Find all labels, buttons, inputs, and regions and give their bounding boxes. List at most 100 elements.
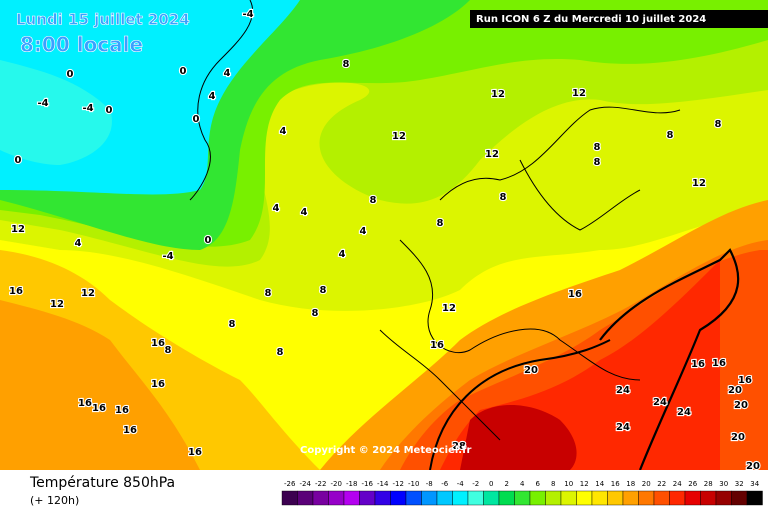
isotherm-label: 20 [746,461,760,472]
color-scale: -26 -24 -22 -20 -18 -16 -14 -12 -10 -8 -6 -4 -2 0 2 4 6 8… [281,480,763,506]
scale-label: 6 [536,480,541,488]
isotherm-label: 16 [151,379,165,390]
isotherm-label: 20 [728,385,742,396]
scale-label: 2 [505,480,509,488]
isotherm-label: 4 [280,126,287,137]
color-swatch [746,490,763,506]
scale-label: 16 [611,480,620,488]
isotherm-label: 16 [188,447,202,458]
color-swatch [498,490,515,506]
isotherm-label: 12 [491,89,505,100]
color-swatch [312,490,329,506]
isotherm-label: 16 [9,286,23,297]
scale-label: -12 [393,480,404,488]
color-swatch [514,490,531,506]
scale-label: -18 [346,480,357,488]
scale-label: -16 [362,480,374,488]
isotherm-label: -4 [162,251,173,262]
isotherm-label: 20 [734,400,748,411]
isotherm-label: 16 [78,398,92,409]
isotherm-label: 12 [485,149,499,160]
scale-label: -24 [300,480,312,488]
isotherm-label: 8 [312,308,319,319]
isotherm-label: 24 [677,407,691,418]
color-swatch [328,490,345,506]
isotherm-label: 8 [320,285,327,296]
scale-label: 32 [735,480,744,488]
isotherm-label: 4 [301,207,308,218]
scale-label: -26 [284,480,296,488]
isotherm-label: 24 [616,385,630,396]
color-swatch [483,490,500,506]
isotherm-label: 8 [437,218,444,229]
isotherm-label: 8 [370,195,377,206]
isotherm-label: 12 [81,288,95,299]
isotherm-label: 4 [209,91,216,102]
color-swatch [560,490,577,506]
isotherm-label: 16 [151,338,165,349]
color-swatch [467,490,484,506]
isotherm-label: 24 [653,397,667,408]
color-swatch [576,490,593,506]
scale-label: 34 [750,480,759,488]
scale-label: 10 [564,480,573,488]
isotherm-label: -4 [82,103,93,114]
color-swatch [343,490,360,506]
isotherm-label: 0 [193,114,200,125]
scale-label: 14 [595,480,604,488]
isotherm-label: 0 [15,155,22,166]
isotherm-label: 16 [430,340,444,351]
color-swatch [436,490,453,506]
isotherm-label: 12 [11,224,25,235]
color-swatch [529,490,546,506]
color-swatch [669,490,686,506]
isotherm-label: 20 [524,365,538,376]
forecast-date: Lundi 15 juillet 2024 [16,11,190,29]
isotherm-label: 4 [339,249,346,260]
color-swatch [452,490,469,506]
scale-label: 4 [520,480,525,488]
scale-label: 22 [657,480,666,488]
isotherm-label: 0 [67,69,74,80]
isotherm-label: 28 [452,441,466,452]
color-swatch [421,490,438,506]
scale-label: -6 [441,480,449,488]
isotherm-label: 12 [392,131,406,142]
copyright: Copyright © 2024 Meteociel.fr [300,445,471,456]
isotherm-label: 8 [594,157,601,168]
isotherm-label: 8 [165,345,172,356]
isotherm-label: 16 [712,358,726,369]
color-swatch [405,490,422,506]
isotherm-label: 16 [115,405,129,416]
scale-label: -10 [408,480,419,488]
isotherm-label: 4 [75,238,82,249]
color-swatch [607,490,624,506]
scale-label: 18 [626,480,635,488]
map-background [0,0,768,471]
scale-label: 20 [642,480,651,488]
color-swatch [638,490,655,506]
scale-label: -14 [377,480,389,488]
footer-lead: (+ 120h) [30,494,79,507]
isotherm-label: 16 [123,425,137,436]
isotherm-label: 16 [738,375,752,386]
run-info: Run ICON 6 Z du Mercredi 10 juillet 2024 [476,14,706,25]
isotherm-label: 4 [273,203,280,214]
scale-label: -8 [426,480,433,488]
color-swatch [591,490,608,506]
scale-label: -4 [457,480,465,488]
scale-label: 24 [673,480,682,488]
scale-label: 8 [551,480,555,488]
isotherm-label: 12 [692,178,706,189]
scale-label: 0 [489,480,493,488]
isotherm-label: 12 [572,88,586,99]
isotherm-label: 20 [731,432,745,443]
scale-label: 28 [704,480,713,488]
isotherm-label: 0 [180,66,187,77]
scale-label: 30 [719,480,728,488]
isotherm-label: 8 [229,319,236,330]
isotherm-label: 8 [500,192,507,203]
isotherm-label: 0 [106,105,113,116]
